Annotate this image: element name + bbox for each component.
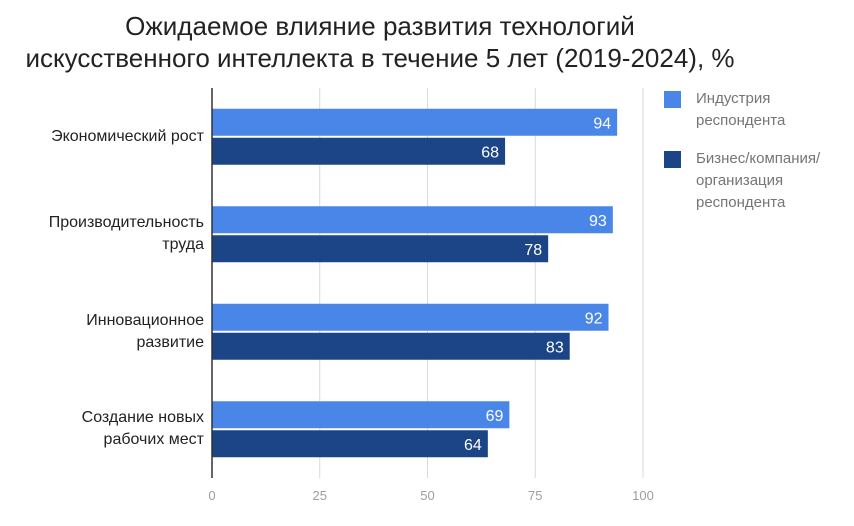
bar-value-label: 83	[546, 339, 564, 356]
chart-title-line-1: Ожидаемое влияние развития технологий	[125, 11, 635, 41]
legend-label-line: респондента	[696, 194, 786, 211]
category-label: Производительность труда	[4, 212, 204, 256]
category-label-line: развитие	[136, 333, 204, 351]
legend-swatch	[664, 151, 681, 168]
bar	[212, 108, 618, 136]
bar	[212, 430, 488, 458]
chart-title-line-2: искусственного интеллекта в течение 5 ле…	[25, 43, 735, 73]
legend-label-line: Бизнес/компания/	[696, 150, 821, 167]
chart-title: Ожидаемое влияние развития технологий ис…	[0, 10, 760, 74]
category-label-line: Экономический рост	[51, 127, 204, 145]
bar-value-label: 64	[464, 437, 482, 454]
bar	[212, 235, 549, 263]
category-label-line: труда	[162, 236, 204, 254]
category-label: Инновационное развитие	[4, 310, 204, 354]
bar	[212, 137, 506, 165]
bar-value-label: 92	[585, 310, 603, 327]
bar-value-label: 78	[524, 242, 542, 259]
legend-item: Индустрия респондента	[664, 88, 849, 132]
bar-value-label: 69	[486, 408, 504, 425]
bar	[212, 303, 609, 331]
x-tick-label: 25	[313, 488, 327, 503]
bar	[212, 401, 510, 429]
category-label: Экономический рост	[4, 126, 204, 148]
x-tick-label: 100	[632, 488, 654, 503]
category-label-line: рабочих мест	[103, 431, 204, 449]
legend-label-line: респондента	[696, 112, 786, 129]
bar	[212, 206, 613, 234]
bar-value-label: 93	[589, 213, 607, 230]
legend-label-line: организация	[696, 172, 784, 189]
legend-item: Бизнес/компания/организация респондента	[664, 148, 849, 214]
bar-value-label: 68	[481, 144, 499, 161]
legend-swatch	[664, 91, 681, 108]
category-label-line: Создание новых	[81, 409, 204, 427]
category-label-line: Инновационное	[86, 311, 204, 329]
category-label-line: Производительность	[48, 214, 204, 232]
x-tick-label: 50	[420, 488, 434, 503]
bar	[212, 332, 570, 360]
category-label: Создание новых рабочих мест	[4, 407, 204, 451]
x-tick-label: 75	[528, 488, 542, 503]
legend-label-line: Индустрия	[696, 90, 771, 107]
chart-legend: Индустрия респондента Бизнес/компания/орга…	[664, 88, 849, 230]
x-tick-label: 0	[208, 488, 215, 503]
bar-value-label: 94	[593, 115, 611, 132]
